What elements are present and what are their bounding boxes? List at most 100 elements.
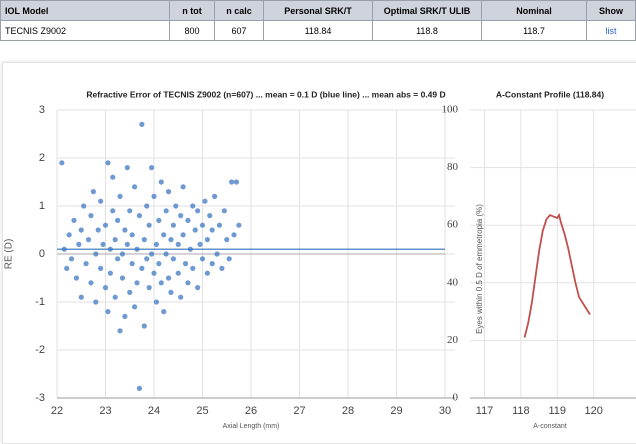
point <box>93 251 99 257</box>
point <box>85 237 92 243</box>
point <box>105 309 111 315</box>
point <box>158 179 164 185</box>
point <box>209 261 215 267</box>
model-table: IOL Model n tot n calc Personal SRK/T Op… <box>0 0 636 41</box>
point <box>127 208 133 214</box>
y-tick-label: -3 <box>35 392 45 404</box>
point <box>190 265 196 271</box>
point <box>231 232 237 238</box>
y-tick-label: 60 <box>447 219 459 231</box>
point <box>148 165 155 171</box>
point <box>115 217 121 223</box>
y-tick-label: 100 <box>442 104 459 116</box>
point <box>146 222 152 228</box>
point <box>178 213 184 219</box>
point <box>129 261 135 267</box>
point <box>83 261 89 267</box>
point <box>98 198 104 204</box>
point <box>204 237 210 243</box>
chart-title: A-Constant Profile (118.84) <box>496 89 604 99</box>
point <box>95 227 101 233</box>
x-axis-label: A-constant <box>533 423 567 430</box>
point <box>139 121 145 127</box>
y-tick-label: -2 <box>35 344 45 356</box>
point <box>173 203 179 209</box>
point <box>219 265 225 271</box>
point <box>151 270 157 276</box>
point <box>117 328 123 334</box>
point <box>182 261 189 267</box>
point <box>148 251 155 257</box>
y-tick-label: 1 <box>39 200 45 212</box>
y-tick-label: 0 <box>453 392 459 404</box>
x-tick-label: 22 <box>51 405 63 417</box>
y-tick-label: 20 <box>447 334 459 346</box>
point <box>221 208 227 214</box>
x-tick-label: 25 <box>196 405 208 417</box>
point <box>158 280 164 286</box>
point <box>117 193 123 199</box>
point <box>156 261 162 267</box>
x-tick-label: 117 <box>476 405 494 417</box>
point <box>212 193 218 199</box>
point <box>110 208 116 214</box>
point <box>66 232 72 238</box>
point <box>161 232 167 238</box>
point <box>71 217 77 223</box>
point <box>180 232 186 238</box>
point <box>209 227 215 233</box>
point <box>178 294 184 300</box>
list-link[interactable]: list <box>605 25 617 36</box>
point <box>134 280 140 286</box>
cell: list <box>586 20 636 41</box>
x-tick-label: 28 <box>342 405 354 417</box>
header-cell: n tot <box>169 0 215 21</box>
point <box>124 241 130 247</box>
point <box>216 222 223 228</box>
point <box>163 208 169 214</box>
point <box>105 160 111 166</box>
point <box>144 203 150 209</box>
x-tick-label: 120 <box>584 405 602 417</box>
point <box>124 165 130 171</box>
point <box>59 160 65 166</box>
x-tick-label: 26 <box>245 405 257 417</box>
point <box>214 251 220 257</box>
header-cell: Show <box>586 0 636 21</box>
data-row: TECNIS Z9002 800 607 118.84 118.8 118.7 … <box>0 20 636 41</box>
point <box>204 270 210 276</box>
point <box>170 222 176 228</box>
point <box>73 275 79 281</box>
point <box>81 203 87 209</box>
point <box>110 174 116 180</box>
point <box>61 246 67 252</box>
y-tick-label: -1 <box>35 296 45 308</box>
x-tick-label: 29 <box>390 405 402 417</box>
point <box>68 256 75 262</box>
point <box>185 280 191 286</box>
point <box>119 251 126 257</box>
point <box>165 189 172 195</box>
point <box>132 184 138 190</box>
point <box>199 222 206 228</box>
point <box>122 313 128 319</box>
point <box>100 241 106 247</box>
y-tick-label: 0 <box>39 248 45 260</box>
point <box>180 184 186 190</box>
point <box>187 246 193 252</box>
x-tick-label: 30 <box>439 405 451 417</box>
point <box>175 270 181 276</box>
point <box>199 256 206 262</box>
point <box>78 294 84 300</box>
point <box>151 193 157 199</box>
point <box>192 227 198 233</box>
point <box>136 385 143 391</box>
point <box>78 227 84 233</box>
header-cell: Nominal <box>481 0 587 21</box>
point <box>141 237 147 243</box>
point <box>102 285 109 291</box>
point <box>153 299 160 305</box>
cell: 118.8 <box>372 20 482 41</box>
